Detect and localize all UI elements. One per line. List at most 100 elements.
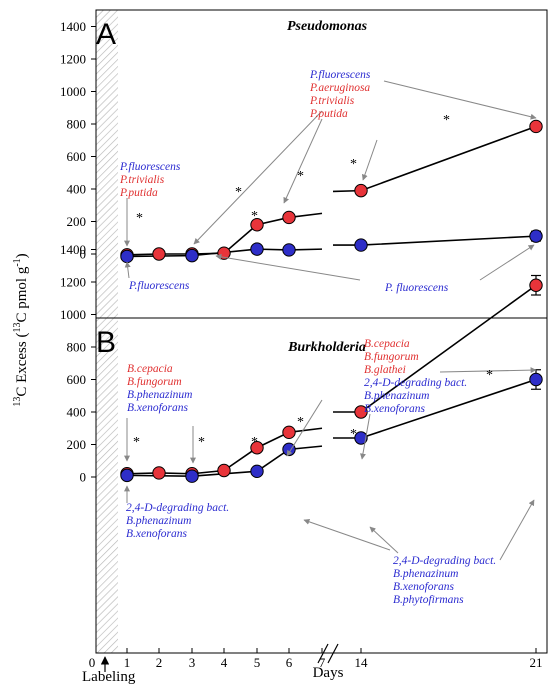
panel-letter-b: B [96,326,116,359]
ann-b4-line2: B.phenazinum [393,568,458,580]
y-ticks-panel-a: 1400 1200 1000 800 600 400 200 0 [60,19,96,262]
panel-b-blue-point [354,431,368,445]
y-tick-label: 1200 [60,275,86,290]
ann-a3-line1: P.fluorescens [309,69,371,81]
panel-a-blue-point [250,242,264,256]
y-tick-label: 800 [67,340,87,355]
y-tick-label: 600 [67,149,87,164]
star-b-1: * [133,435,140,450]
ann-b3-line2: B.fungorum [364,351,419,363]
ann-a3-line3: P.trivialis [309,95,355,107]
x-tick-label: 14 [355,655,369,670]
ann-b2-line1: 2,4-D-degrading bact. [126,502,229,514]
panel-a-blue-point [120,249,134,264]
star-a-4: * [297,169,304,184]
y-tick-label: 200 [67,437,87,452]
x-ticks: 0 1 2 3 4 5 6 7 14 21 [89,648,543,670]
star-a-1: * [136,211,143,226]
ann-b3-line4: 2,4-D-degrading bact. [364,377,467,389]
labeling-label: Labeling [82,669,136,684]
ann-a1-line2: P.trivialis [119,174,165,186]
y-tick-label: 0 [80,247,87,262]
y-tick-label: 200 [67,214,87,229]
panel-a-red-point [250,218,264,232]
ann-b3-line6: B.xenoforans [364,403,426,415]
star-b-6: * [486,368,493,383]
star-b-4: * [297,415,304,430]
panel-b-blue-point [185,469,199,483]
panel-a-blue-point [282,243,296,257]
significance-stars: * * * * * * * * * * * * [133,113,493,450]
panel-b-red-point [217,463,231,478]
ann-a1-line1: P.fluorescens [119,161,181,173]
panel-b-blue-point [529,372,543,387]
panel-a-red-point [152,247,166,261]
panel-a-red-line-late [332,125,537,193]
ann-b1-line1: B.cepacia [127,363,173,375]
y-tick-label: 600 [67,372,87,387]
ann-a3-line2: P.aeruginosa [309,82,370,94]
y-tick-label: 1000 [60,307,86,322]
ann-b4-line3: B.xenoforans [393,581,455,593]
panel-letter-a: A [96,18,116,51]
x-axis-label: Days [313,665,344,681]
y-tick-label: 1400 [60,19,86,34]
ann-b3-line1: B.cepacia [364,338,410,350]
ann-a1-line3: P.putida [119,187,158,199]
x-tick-label: 21 [530,655,543,670]
annotation-arrows [124,80,537,561]
panel-a-red-point [529,119,543,134]
star-a-6: * [443,113,450,128]
panel-a-red-point [282,210,296,225]
annotations: P.fluorescens P.trivialis P.putida P.flu… [119,69,496,606]
panel-b-red-point [250,441,264,455]
y-axis-label: 13C Excess (13C pmol g-1) [12,253,30,406]
star-a-5: * [350,157,357,172]
ann-b4-line1: 2,4-D-degrading bact. [393,555,496,567]
star-b-5: * [350,427,357,442]
ann-b2-line2: B.phenazinum [126,515,191,527]
y-ticks-panel-b: 1400 1200 1000 800 600 400 200 0 [60,242,96,485]
ann-b1-line2: B.fungorum [127,376,182,388]
panel-a-blue-point [185,248,199,263]
y-tick-label: 1200 [60,52,86,67]
y-tick-label: 1400 [60,242,86,257]
y-tick-label: 400 [67,182,87,197]
labeling-band [96,10,118,653]
x-tick-label: 0 [89,655,96,670]
panel-b-blue-point [250,464,264,479]
ann-a2-line1: P.fluorescens [128,280,190,292]
y-tick-label: 800 [67,117,87,132]
ann-b3-line5: B.phenazinum [364,390,429,402]
ann-b3-line3: B.glathei [364,364,406,376]
star-a-3: * [251,209,258,224]
y-tick-label: 1000 [60,84,86,99]
star-b-2: * [198,435,205,450]
ann-b1-line3: B.phenazinum [127,389,192,401]
panel-title-b: Burkholderia [287,340,366,355]
panel-title-a: Pseudomonas [287,19,368,34]
panel-a-blue-point [354,238,368,252]
ann-a4-line1: P. fluorescens [384,282,449,294]
y-tick-label: 400 [67,405,87,420]
ann-b4-line4: B.phytofirmans [393,594,464,606]
x-tick-label: 4 [221,655,228,670]
ann-a3-line4: P.putida [309,108,348,120]
x-tick-label: 5 [254,655,261,670]
x-tick-label: 3 [189,655,196,670]
x-tick-label: 2 [156,655,163,670]
star-a-2: * [235,185,242,200]
panel-b-blue-point [120,468,134,483]
star-b-3: * [251,435,258,450]
x-tick-label: 1 [124,655,131,670]
panel-a-blue-point [529,229,543,243]
panel-b-red-point [354,405,368,419]
panel-b-red-point [529,278,543,292]
axis-break [317,643,339,664]
y-tick-label: 0 [80,470,87,485]
panel-b-red-point [282,425,296,440]
ann-b2-line3: B.xenoforans [126,528,188,540]
x-tick-label: 6 [286,655,293,670]
panel-a-red-point [354,183,368,198]
